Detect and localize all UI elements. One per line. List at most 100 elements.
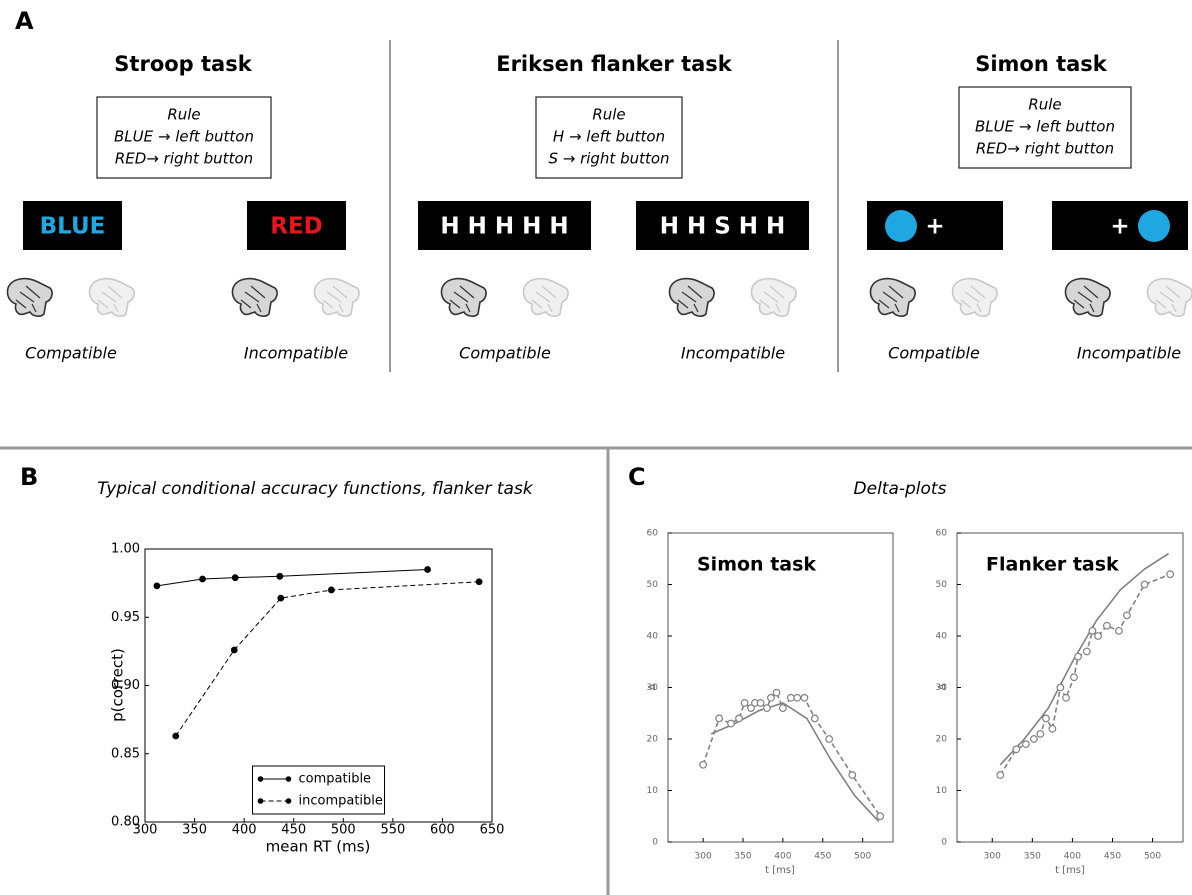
x-tick-label: 450 [1104,852,1121,862]
stimulus-text: + [925,214,944,240]
x-axis-label: mean RT (ms) [266,838,371,856]
y-axis-label: Δ [937,683,948,690]
y-tick-label: 60 [936,529,948,539]
hand-icon [440,277,487,317]
hand-icon [231,277,278,317]
data-point [475,578,483,586]
y-tick-label: 0 [652,838,658,848]
data-point [767,693,775,702]
x-tick-label: 450 [281,823,306,838]
x-tick-label: 500 [331,823,356,838]
panel-title: Delta-plots [854,479,947,499]
y-tick-label: 30 [936,683,948,693]
series-line [175,581,480,737]
data-point [848,771,857,779]
rule-line: RED→ right button [976,140,1114,158]
y-tick-label: 0.80 [111,815,140,830]
y-tick-label: 1.00 [111,542,140,557]
data-point [1042,714,1050,723]
hand-shape [522,277,569,317]
stimulus-text: H H S H H [660,214,786,240]
hand-shape [1146,277,1192,317]
hand-icon [313,277,360,317]
hand-icon [869,277,916,317]
stimulus-box [636,201,809,250]
x-tick-label: 300 [695,852,712,862]
rule-line: BLUE → left button [975,118,1115,136]
data-point [1030,735,1038,743]
data-point [424,566,431,573]
y-tick-label: 0 [941,838,947,848]
data-point [996,771,1005,779]
x-tick-label: 400 [232,823,257,838]
hand-detail [1155,285,1181,313]
x-tick-label: 450 [814,852,831,862]
x-axis-label: t [ms] [765,865,795,876]
hand-detail [878,285,904,313]
x-tick-label: 400 [774,852,791,862]
stimulus-box [247,201,346,250]
y-tick-label: 50 [647,580,659,590]
stimulus-text: H H H H H [440,214,568,240]
data-point [1074,652,1082,661]
hand-shape [951,277,998,317]
hand-shape [1064,277,1111,317]
condition-label: Incompatible [681,344,785,363]
panel-label: C [628,463,646,491]
x-tick-label: 600 [430,823,455,838]
data-point [1123,611,1131,620]
data-point [1140,580,1149,589]
hand-shape [869,277,916,317]
hand-detail [1073,285,1099,313]
data-point [276,572,284,580]
stimulus-box [418,201,591,250]
annotation: Flanker task [986,554,1119,576]
data-point [747,704,755,712]
condition-label: Incompatible [1077,344,1181,363]
data-point [756,699,765,707]
hand-icon [750,277,797,317]
task-title: Stroop task [114,52,252,76]
x-tick-label: 350 [1024,852,1041,862]
x-tick-label: 350 [182,823,207,838]
rule-line: H → left button [553,128,665,146]
x-tick-label: 500 [1144,852,1161,862]
hand-shape [750,277,797,317]
data-point [1048,724,1057,733]
legend-marker [285,798,292,804]
y-tick-label: 0.85 [111,746,140,761]
hand-detail [240,285,266,313]
stimulus-circle [885,210,917,242]
x-tick-label: 550 [380,823,405,838]
y-tick-label: 50 [936,580,948,590]
rule-line: BLUE → left button [114,128,254,146]
hand-shape [313,277,360,317]
task-title: Eriksen flanker task [496,52,733,76]
hand-detail [449,285,475,313]
series-line [999,552,1170,766]
data-point [1022,740,1030,749]
hand-icon [1064,277,1111,317]
hand-shape [668,277,715,317]
panel-label: A [15,7,34,35]
hand-detail [759,285,785,313]
stimulus-text: + [1110,214,1129,240]
legend-marker [257,776,264,782]
hand-detail [531,285,557,313]
hand-shape [88,277,135,317]
hand-icon [6,277,53,317]
data-point [727,719,735,728]
data-point [735,714,743,723]
data-point [876,812,885,821]
data-point [199,575,206,583]
hand-icon [668,277,715,317]
hand-shape [231,277,278,317]
data-point [1012,745,1021,754]
y-tick-label: 30 [647,683,659,693]
panel-label: B [20,463,38,491]
data-point [810,714,819,723]
data-point [763,704,771,712]
legend-marker [285,776,292,782]
legend-marker [257,798,264,804]
